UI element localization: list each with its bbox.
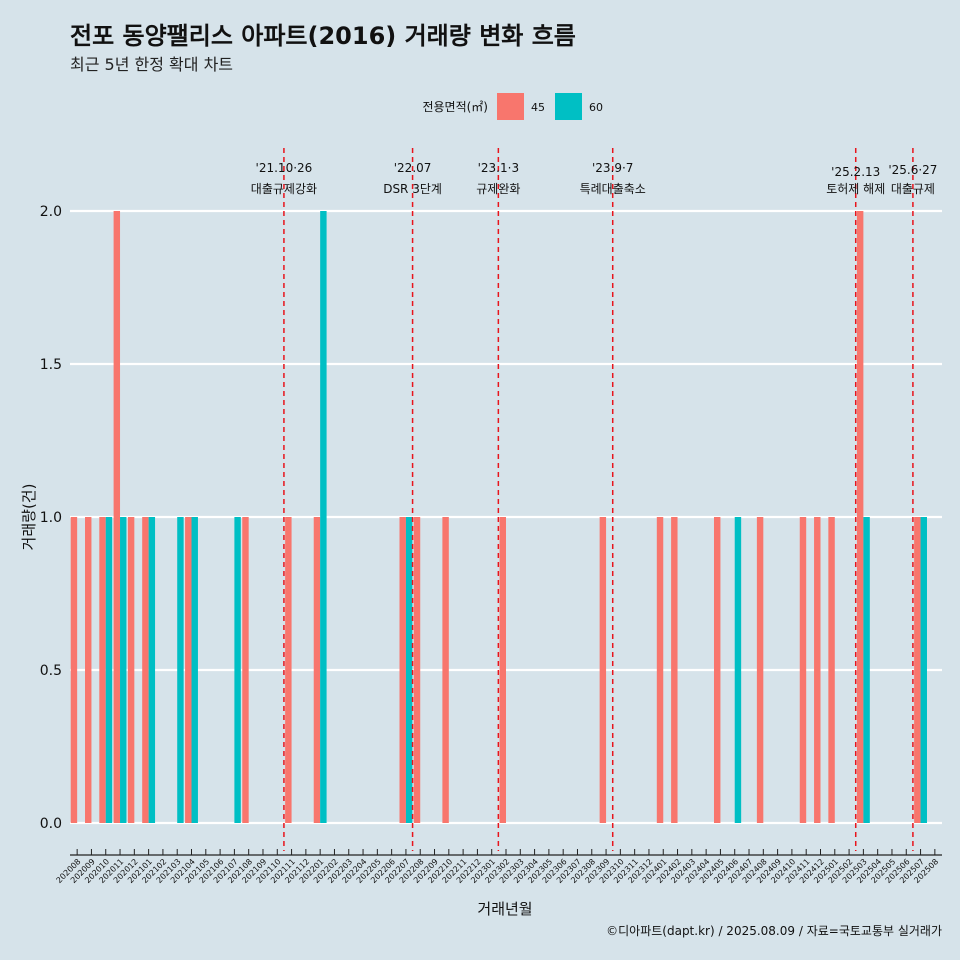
bars xyxy=(70,211,927,823)
x-axis: 2020082020092020102020112020122021012021… xyxy=(55,849,942,885)
bar-60-202103 xyxy=(177,517,184,823)
bar-60-202201 xyxy=(320,211,327,823)
bar-45-202501 xyxy=(828,517,835,823)
bar-45-202412 xyxy=(814,517,821,823)
bar-45-202201 xyxy=(313,517,321,823)
legend-swatch-45 xyxy=(497,93,524,120)
bar-45-202408 xyxy=(756,517,764,823)
bar-45-202101 xyxy=(142,517,149,823)
event-label-202301: 규제완화 xyxy=(476,182,520,196)
event-date-202110: '21.10·26 xyxy=(256,161,313,175)
bar-60-202507 xyxy=(920,517,927,823)
event-date-202301: '23.1·3 xyxy=(478,161,519,175)
y-axis-label: 거래량(건) xyxy=(20,484,38,551)
y-tick-label: 2.0 xyxy=(40,204,62,220)
bar-45-202411 xyxy=(799,517,807,823)
bar-45-202009 xyxy=(85,517,92,823)
event-label-202110: 대출규제강화 xyxy=(251,182,317,196)
bar-45-202405 xyxy=(713,517,721,823)
bar-45-202008 xyxy=(70,517,78,823)
bar-60-202107 xyxy=(234,517,241,823)
bar-45-202111 xyxy=(285,517,292,823)
caption: ©디아파트(dapt.kr) / 2025.08.09 / 자료=국토교통부 실… xyxy=(606,924,942,938)
bar-45-202011 xyxy=(113,211,121,823)
bar-45-202010 xyxy=(99,517,106,823)
bar-60-202101 xyxy=(148,517,156,823)
legend-title: 전용면적(㎡) xyxy=(422,100,488,114)
bar-60-202503 xyxy=(863,517,870,823)
bar-60-202011 xyxy=(120,517,127,823)
bar-45-202402 xyxy=(671,517,678,823)
bar-45-202503 xyxy=(856,211,864,823)
bar-45-202012 xyxy=(127,517,135,823)
bar-45-202104 xyxy=(185,517,192,823)
bar-60-202010 xyxy=(105,517,113,823)
legend: 전용면적(㎡) 45 60 xyxy=(422,93,603,120)
y-tick-label: 1.0 xyxy=(40,510,62,526)
legend-label-45: 45 xyxy=(531,101,545,114)
event-label-202207: DSR 3단계 xyxy=(383,182,442,196)
x-axis-label: 거래년월 xyxy=(477,900,532,918)
y-tick-label: 0.0 xyxy=(40,816,62,832)
event-date-202207: '22.07 xyxy=(394,161,432,175)
bar-45-202401 xyxy=(656,517,664,823)
bar-45-202208 xyxy=(413,517,421,823)
bar-45-202207 xyxy=(399,517,406,823)
y-axis: 0.0 0.5 1.0 1.5 2.0 xyxy=(40,204,62,832)
event-date-202502: '25.2.13 xyxy=(831,165,880,179)
bar-60-202104 xyxy=(191,517,198,823)
bar-60-202207 xyxy=(405,517,413,823)
event-label-202309: 특례대출축소 xyxy=(580,182,646,196)
chart-title: 전포 동양팰리스 아파트(2016) 거래량 변화 흐름 xyxy=(70,22,576,50)
event-date-202309: '23.9·7 xyxy=(592,161,633,175)
event-date-202506: '25.6·27 xyxy=(888,163,937,177)
bar-45-202302 xyxy=(499,517,506,823)
legend-label-60: 60 xyxy=(589,101,603,114)
y-tick-label: 0.5 xyxy=(40,663,62,679)
event-label-202506: 대출규제 xyxy=(891,182,935,196)
bar-60-202406 xyxy=(734,517,742,823)
bar-45-202108 xyxy=(242,517,249,823)
bar-45-202507 xyxy=(914,517,921,823)
event-markers: '21.10·26 대출규제강화 '22.07 DSR 3단계 '23.1·3 규제완화 '… xyxy=(251,148,937,851)
chart-subtitle: 최근 5년 한정 확대 차트 xyxy=(70,55,233,74)
bar-45-202210 xyxy=(442,517,449,823)
event-label-202502: 토허제 해제 xyxy=(826,182,885,196)
legend-swatch-60 xyxy=(555,93,582,120)
y-tick-label: 1.5 xyxy=(40,357,62,373)
bar-45-202309 xyxy=(599,517,607,823)
